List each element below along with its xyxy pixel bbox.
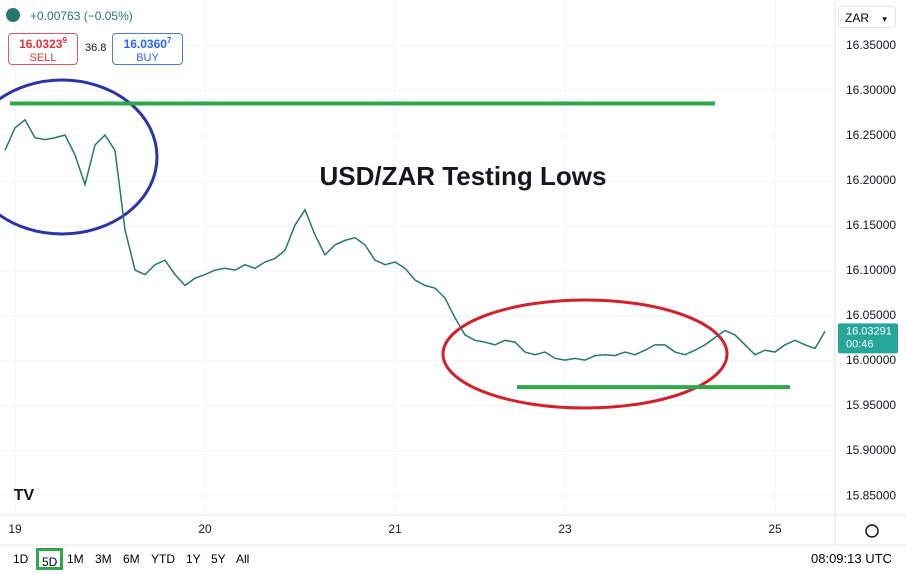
price-tag [838, 323, 898, 354]
y-tick-label: 16.25000 [846, 128, 896, 142]
x-tick-label: 20 [198, 522, 212, 536]
sell-price-sup: 9 [62, 36, 67, 45]
clock: 08:09:13 UTC [811, 551, 892, 566]
buy-price-sup: 7 [166, 36, 172, 45]
y-tick-label: 15.95000 [846, 398, 896, 412]
range-button[interactable]: 5Y [211, 552, 226, 566]
y-tick-label: 16.00000 [846, 353, 896, 367]
buy-label: BUY [136, 52, 159, 64]
spread: 36.8 [85, 42, 107, 54]
x-tick-label: 19 [8, 522, 22, 536]
x-tick-label: 21 [388, 522, 402, 536]
y-tick-label: 16.35000 [846, 38, 896, 52]
currency-select[interactable]: ZAR ▾ [838, 6, 896, 28]
y-tick-label: 16.10000 [846, 263, 896, 277]
settings-icon[interactable] [865, 524, 879, 538]
buy-price: 16.0360 [123, 37, 167, 51]
range-button[interactable]: YTD [151, 552, 175, 566]
status-dot [6, 8, 20, 22]
range-button[interactable]: 1M [67, 552, 84, 566]
range-button[interactable]: 5D [36, 548, 64, 570]
currency: ZAR [845, 11, 869, 25]
range-button[interactable]: 3M [95, 552, 112, 566]
y-tick-label: 16.05000 [846, 308, 896, 322]
sell-price: 16.0323 [19, 37, 63, 51]
x-tick-label: 25 [768, 522, 782, 536]
y-tick-label: 15.90000 [846, 443, 896, 457]
y-tick-label: 15.85000 [846, 488, 896, 502]
buy-button[interactable]: 16.03607 BUY [112, 33, 183, 65]
sell-label: SELL [29, 52, 57, 64]
y-tick-label: 16.20000 [846, 173, 896, 187]
price-tag-countdown: 00:46 [846, 338, 874, 350]
range-button[interactable]: 6M [123, 552, 140, 566]
price-line [4, 118, 826, 361]
highlight-ellipse [441, 298, 729, 410]
logo: TV [14, 487, 35, 504]
range-button[interactable]: 1Y [186, 552, 201, 566]
y-tick-label: 16.15000 [846, 218, 896, 232]
range-button[interactable]: 1D [13, 552, 29, 566]
x-tick-label: 23 [558, 522, 572, 536]
change: +0.00763 (−0.05%) [30, 9, 133, 23]
sell-button[interactable]: 16.03239 SELL [8, 33, 78, 65]
price-tag-label: 16.03291 [846, 325, 892, 337]
highlight-ellipse [0, 78, 159, 236]
annotation-title: USD/ZAR Testing Lows [320, 161, 607, 191]
y-tick-label: 16.30000 [846, 83, 896, 97]
range-button[interactable]: All [236, 552, 250, 566]
